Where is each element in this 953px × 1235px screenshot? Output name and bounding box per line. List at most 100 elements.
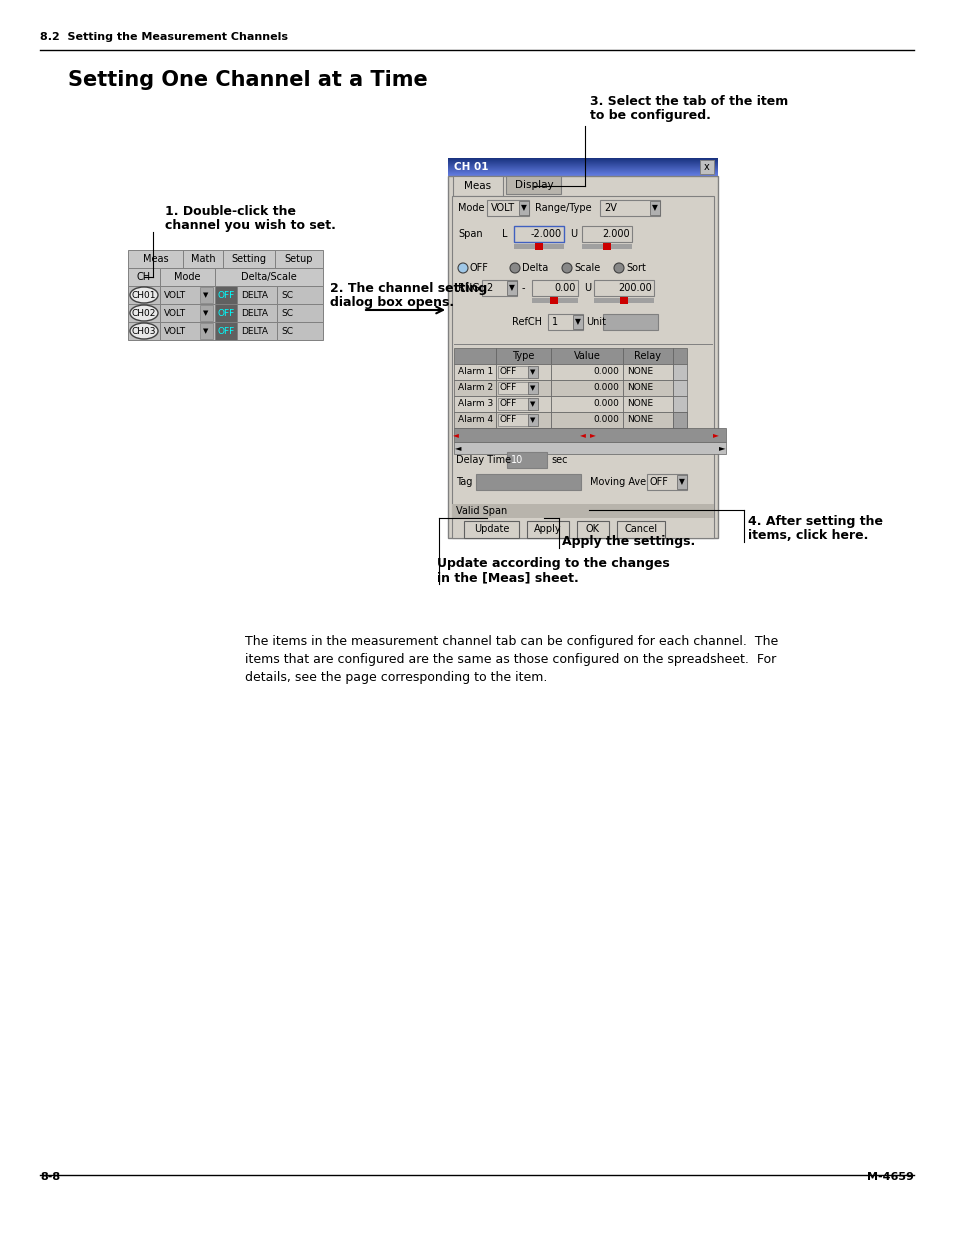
Text: Alarm 2: Alarm 2 (457, 384, 493, 393)
Bar (236, 322, 276, 340)
Text: Delay Time: Delay Time (456, 454, 511, 466)
Bar (622, 412, 672, 429)
Text: OFF: OFF (470, 263, 488, 273)
Bar (223, 249, 274, 268)
Bar (452, 504, 713, 517)
Text: OK: OK (585, 524, 599, 534)
Bar (452, 196, 713, 538)
Text: DELTA: DELTA (241, 326, 268, 336)
Text: Meas: Meas (464, 182, 491, 191)
Bar (672, 412, 686, 429)
Text: CH 01: CH 01 (454, 162, 488, 172)
Text: SC: SC (281, 309, 293, 317)
Text: 2: 2 (485, 283, 492, 293)
Text: DELTA: DELTA (241, 290, 268, 300)
Bar (646, 474, 686, 490)
Text: Apply: Apply (534, 524, 561, 534)
Text: ▼: ▼ (203, 329, 209, 333)
Text: to be configured.: to be configured. (589, 109, 710, 122)
Bar (454, 442, 725, 454)
Bar (547, 314, 582, 330)
Text: NONE: NONE (626, 368, 653, 377)
Text: items that are configured are the same as those configured on the spreadsheet.  : items that are configured are the same a… (245, 653, 776, 666)
Bar (599, 200, 659, 216)
Bar (453, 177, 502, 196)
Bar (454, 412, 496, 429)
Circle shape (561, 263, 572, 273)
Text: 0.000: 0.000 (593, 399, 618, 409)
Text: NONE: NONE (626, 415, 653, 425)
Bar (454, 429, 725, 442)
Bar (527, 414, 537, 426)
Bar (486, 200, 529, 216)
Text: ▼: ▼ (575, 317, 580, 326)
Text: ▼: ▼ (509, 284, 515, 293)
Bar (700, 161, 713, 174)
Bar (448, 158, 718, 177)
Text: OFF: OFF (499, 368, 517, 377)
Bar (463, 521, 518, 538)
Bar (551, 412, 622, 429)
Text: Mode: Mode (173, 272, 200, 282)
Text: dialog box opens.: dialog box opens. (330, 296, 454, 309)
Text: Alarm 1: Alarm 1 (457, 368, 493, 377)
Text: OFF: OFF (499, 399, 517, 409)
Text: CH02: CH02 (132, 309, 156, 317)
Bar (518, 201, 529, 215)
Bar (506, 282, 517, 295)
Bar (128, 287, 160, 304)
Text: VOLT: VOLT (164, 326, 186, 336)
Text: ▼: ▼ (530, 385, 536, 391)
Bar (497, 414, 530, 426)
Bar (602, 243, 610, 249)
Bar (448, 177, 718, 538)
Text: SC: SC (281, 326, 293, 336)
Text: 4. After setting the: 4. After setting the (747, 515, 882, 529)
Bar (551, 380, 622, 396)
Ellipse shape (130, 324, 158, 338)
Text: OFF: OFF (499, 384, 517, 393)
Text: M-4659: M-4659 (866, 1172, 913, 1182)
Bar (602, 314, 658, 330)
Bar (622, 348, 672, 364)
Text: Tag: Tag (456, 477, 472, 487)
Text: Apply the settings.: Apply the settings. (561, 535, 695, 548)
Text: Moving Ave: Moving Ave (589, 477, 645, 487)
Text: U: U (583, 283, 591, 293)
Bar (160, 268, 214, 287)
Bar (506, 452, 546, 468)
Text: 2. The channel setting: 2. The channel setting (330, 282, 487, 295)
Text: ▼: ▼ (520, 204, 526, 212)
Bar (617, 521, 664, 538)
Text: OFF: OFF (649, 477, 668, 487)
Bar (505, 177, 560, 194)
Bar (476, 474, 580, 490)
Text: Valid Span: Valid Span (456, 506, 507, 516)
Bar (236, 304, 276, 322)
Text: RNG: RNG (457, 283, 479, 293)
Bar (200, 324, 213, 338)
Text: Setting: Setting (232, 254, 266, 264)
Text: Math: Math (191, 254, 215, 264)
Bar (622, 380, 672, 396)
Text: Meas: Meas (143, 254, 168, 264)
Text: DELTA: DELTA (241, 309, 268, 317)
Text: OFF: OFF (499, 415, 517, 425)
Bar (532, 298, 578, 303)
Text: U: U (569, 228, 577, 240)
Text: VOLT: VOLT (164, 290, 186, 300)
Bar (160, 287, 214, 304)
Text: x: x (703, 162, 709, 172)
Text: items, click here.: items, click here. (747, 529, 867, 542)
Text: NONE: NONE (626, 399, 653, 409)
Bar (496, 364, 551, 380)
Bar (594, 298, 654, 303)
Circle shape (457, 263, 468, 273)
Text: VOLT: VOLT (164, 309, 186, 317)
Bar (622, 364, 672, 380)
Text: ◄: ◄ (579, 431, 585, 440)
Bar (183, 249, 223, 268)
Bar (550, 296, 558, 304)
Bar (200, 305, 213, 321)
Text: 0.000: 0.000 (593, 368, 618, 377)
